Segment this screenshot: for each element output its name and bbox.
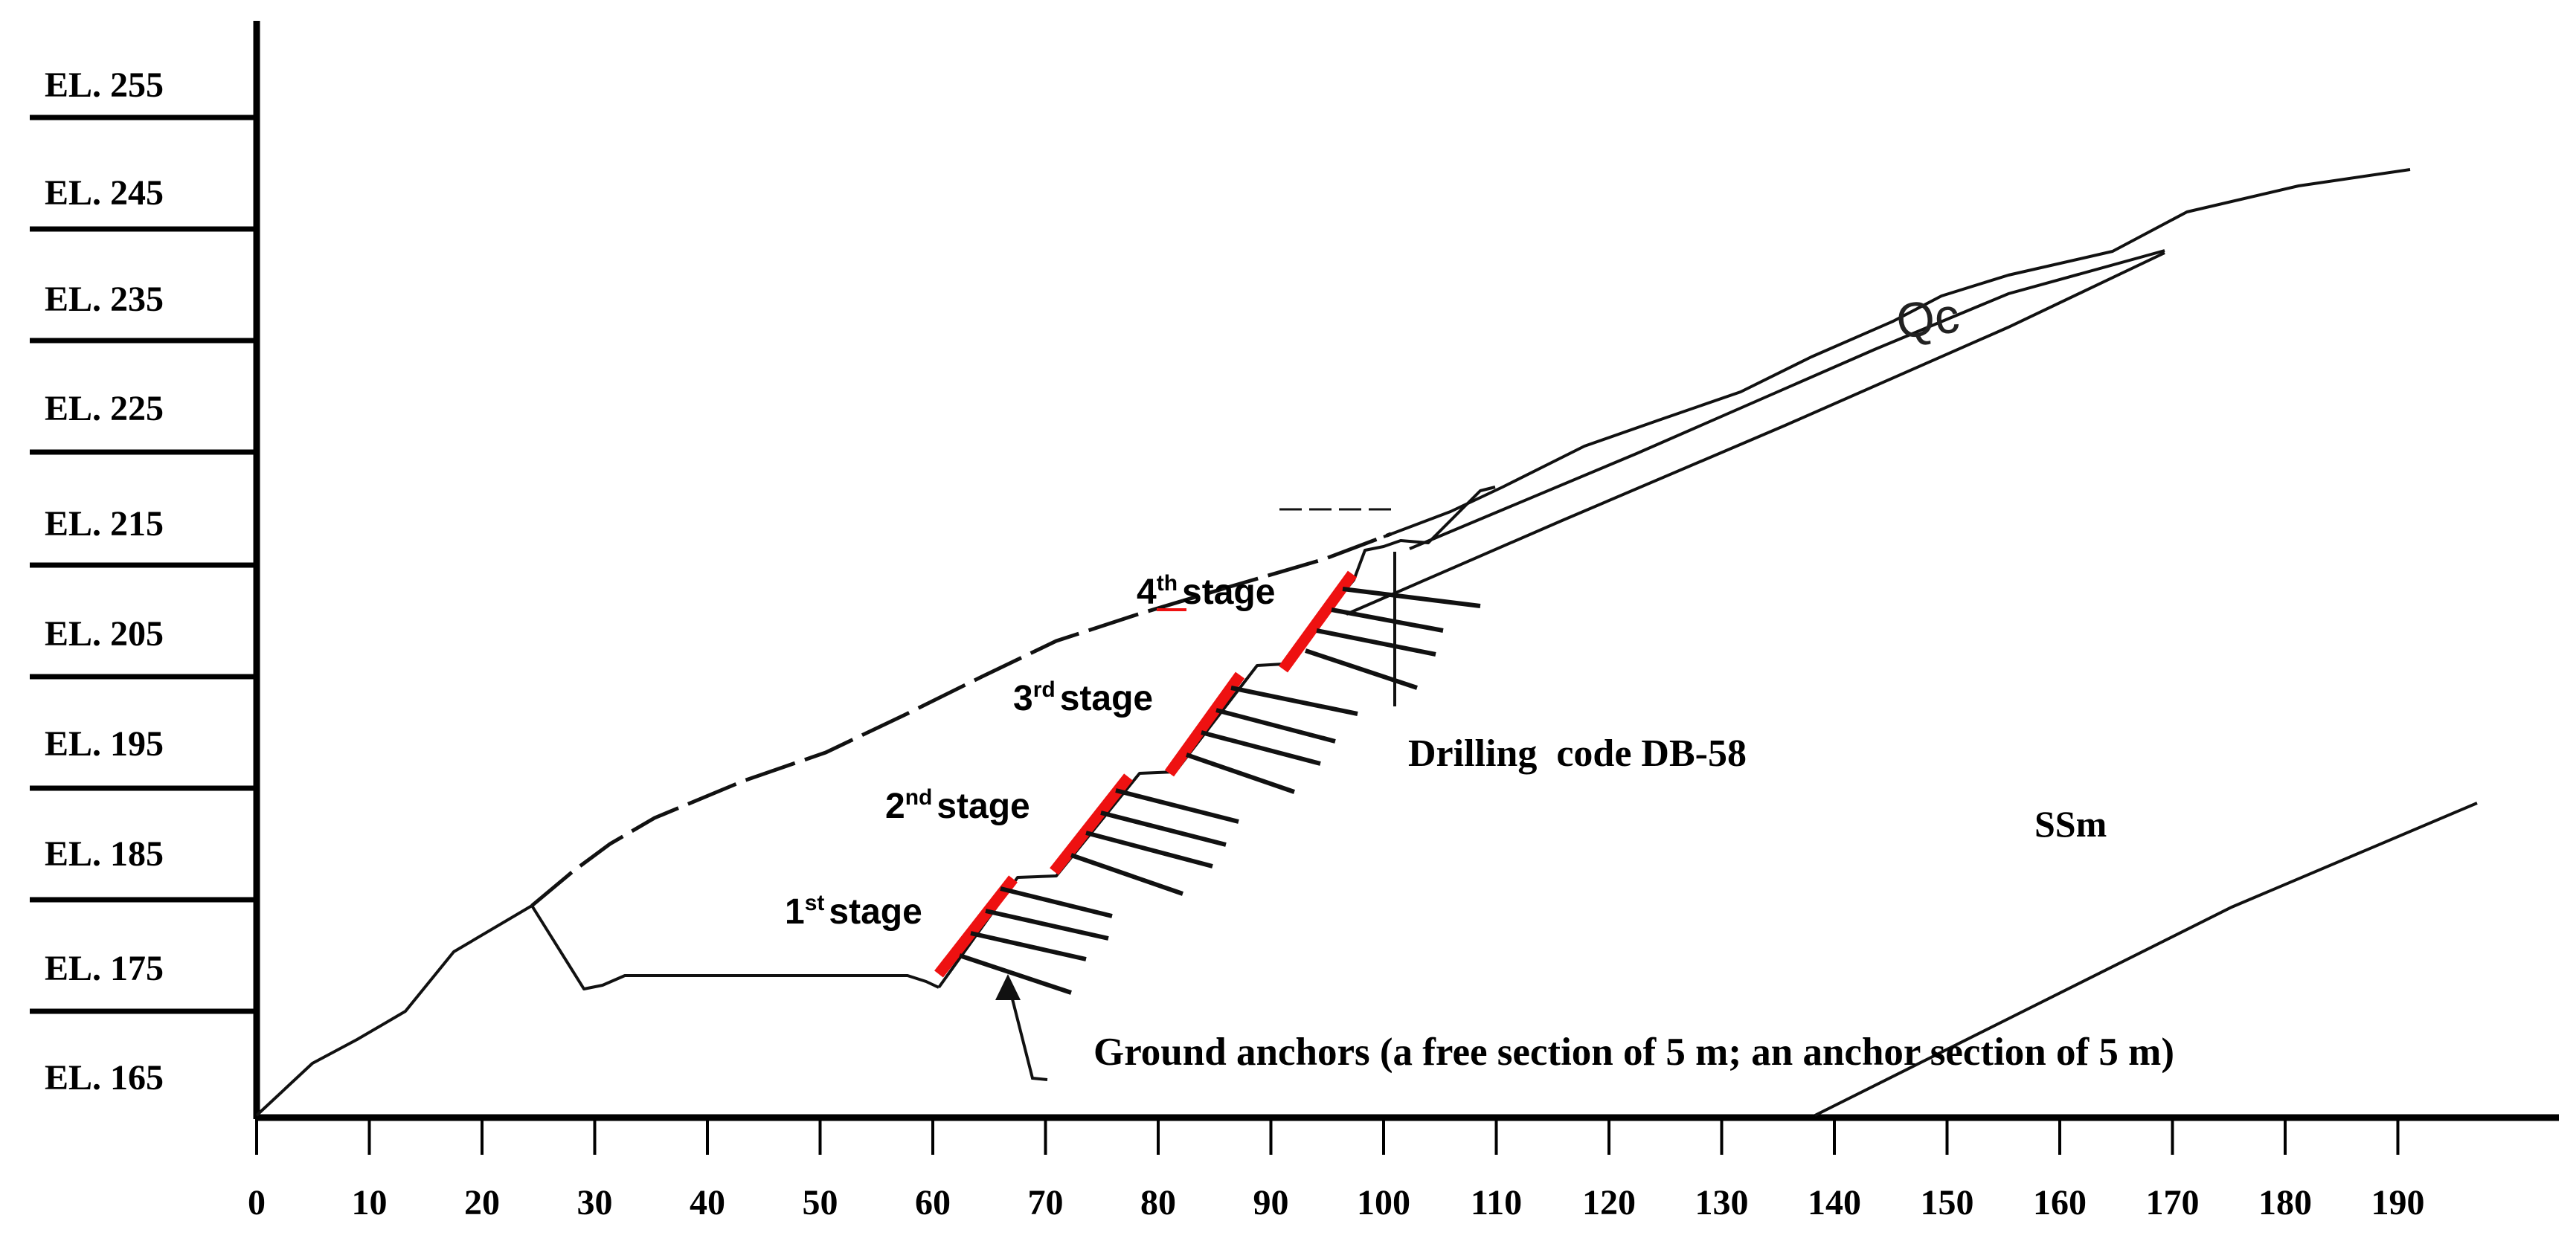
- x-axis-tick-label: 20: [464, 1183, 500, 1222]
- ground-anchors: [959, 587, 1481, 995]
- anchor-line: [1115, 788, 1239, 824]
- anchor-line: [1215, 708, 1336, 744]
- anchor-line: [1100, 810, 1227, 847]
- ground-anchor-leader: [995, 974, 1048, 1081]
- upper-ground-surface: [1383, 168, 2411, 538]
- qc-label: Qc: [1894, 288, 1962, 349]
- x-axis-tick-label: 40: [690, 1183, 725, 1222]
- x-axis-tick-label: 0: [248, 1183, 266, 1222]
- anchor-line: [1230, 686, 1358, 716]
- stage-4-face: [1278, 570, 1358, 673]
- original-ground-surface-lower: [255, 904, 533, 1117]
- x-axis-tick-label: 150: [1921, 1183, 1974, 1222]
- distance-axis-ticks: 0 10 20 30 40 50 60 70 80 90 100 110 120 130 140 150 160…: [248, 1118, 2425, 1222]
- x-axis-tick-label: 130: [1695, 1183, 1749, 1222]
- lower-formation-line: [1814, 802, 2478, 1117]
- elevation-label: EL. 225: [45, 389, 164, 428]
- x-axis-tick-label: 120: [1582, 1183, 1636, 1222]
- elevation-label: EL. 175: [45, 949, 164, 988]
- x-axis-tick-label: 70: [1028, 1183, 1064, 1222]
- x-axis-tick-label: 140: [1808, 1183, 1861, 1222]
- anchor-line: [1305, 648, 1418, 690]
- elevation-label: EL. 195: [45, 724, 164, 764]
- anchor-line: [1070, 853, 1183, 896]
- stage-3-face: [1164, 671, 1245, 777]
- distance-axis: 0 10 20 30 40 50 60 70 80 90 100 110 120 130 140 150 160…: [248, 1114, 2559, 1222]
- stage-2-label: 2nd stage: [885, 785, 1030, 826]
- ssm-label: SSm: [2034, 803, 2107, 845]
- ground-anchors-label: Ground anchors (a free section of 5 m; a…: [1093, 1031, 2174, 1074]
- anchor-line: [1342, 587, 1481, 608]
- elevation-scale: EL. 255 EL. 245 EL. 235 EL. 225 EL. 215 …: [30, 21, 260, 1119]
- x-axis-tick-label: 160: [2033, 1183, 2087, 1222]
- elevation-label: EL. 205: [45, 614, 164, 654]
- x-axis-tick-label: 60: [915, 1183, 951, 1222]
- excavation-base: [530, 904, 939, 990]
- anchor-line: [1186, 752, 1295, 794]
- elevation-label: EL. 215: [45, 504, 164, 544]
- elevation-label: EL. 185: [45, 834, 164, 874]
- stage-1-label: 1st stage: [785, 891, 922, 932]
- x-axis-tick-label: 30: [577, 1183, 613, 1222]
- anchor-line: [985, 909, 1109, 941]
- anchor-line: [959, 953, 1072, 995]
- x-axis-tick-label: 170: [2146, 1183, 2200, 1222]
- anchor-line: [1000, 886, 1113, 918]
- weathering-boundary: [1346, 251, 2165, 616]
- stage-4-label: 4th stage: [1137, 571, 1275, 612]
- elevation-label: EL. 235: [45, 280, 164, 319]
- stage-1-face: [934, 875, 1018, 978]
- stage-3-label: 3rd stage: [1013, 677, 1153, 718]
- x-axis-tick-label: 50: [803, 1183, 838, 1222]
- elevation-label: EL. 245: [45, 173, 164, 213]
- x-axis-tick-label: 180: [2258, 1183, 2312, 1222]
- leader-arrowhead: [995, 974, 1021, 1000]
- x-axis-tick-label: 110: [1471, 1183, 1522, 1222]
- anchor-line: [1085, 831, 1213, 868]
- x-axis-tick-label: 100: [1357, 1183, 1410, 1222]
- anchor-line: [1201, 730, 1321, 766]
- x-axis-tick-label: 80: [1140, 1183, 1176, 1222]
- x-axis-tick-label: 10: [352, 1183, 388, 1222]
- original-ground-surface-dashed: [530, 532, 1392, 907]
- anchor-line: [970, 931, 1087, 961]
- x-axis-tick-label: 190: [2371, 1183, 2425, 1222]
- anchor-line: [1331, 608, 1444, 633]
- anchor-line: [1316, 628, 1436, 657]
- drilling-code-label: Drilling code DB-58: [1408, 732, 1747, 775]
- leader-line: [1006, 981, 1048, 1081]
- elevation-label: EL. 255: [45, 65, 164, 105]
- elevation-label: EL. 165: [45, 1058, 164, 1098]
- x-axis-tick-label: 90: [1253, 1183, 1289, 1222]
- qc-layer-boundary: [1409, 249, 2165, 550]
